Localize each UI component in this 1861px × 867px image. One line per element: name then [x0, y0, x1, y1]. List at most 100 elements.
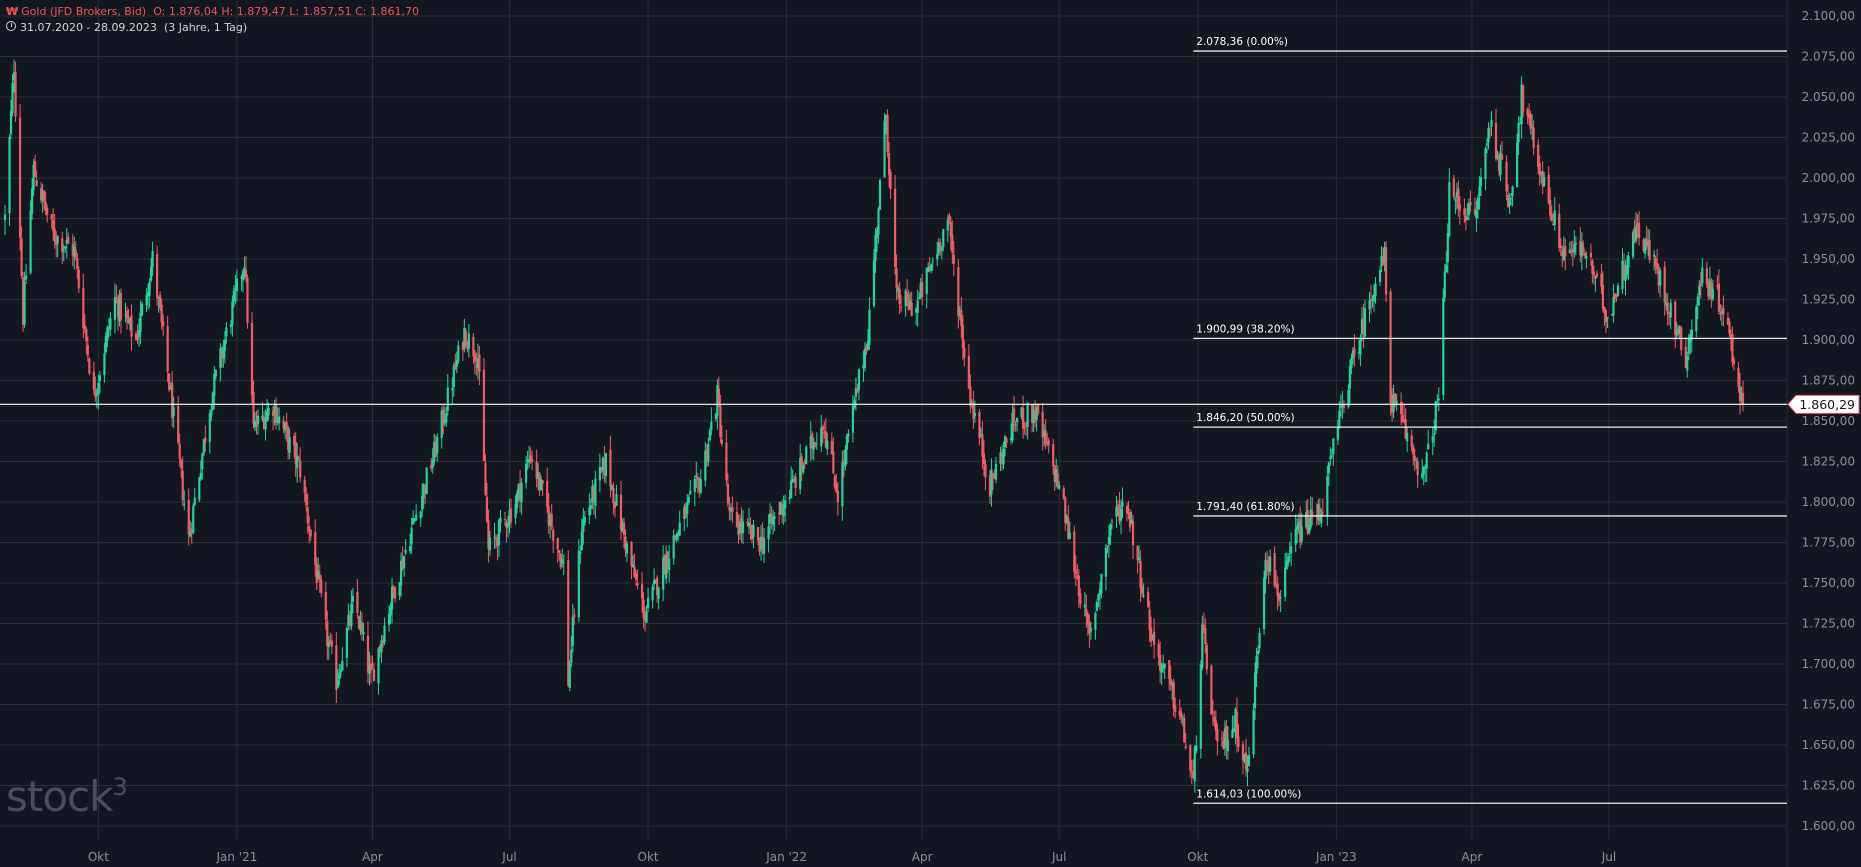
candle: [582, 507, 585, 545]
candle: [1728, 318, 1731, 337]
candle: [752, 519, 755, 549]
candle-body: [1300, 526, 1303, 541]
candle: [425, 466, 428, 495]
candle-body: [622, 522, 626, 535]
y-tick-label: 1.750,00: [1802, 576, 1855, 590]
candle-body: [1707, 283, 1710, 297]
candle-body: [1561, 250, 1564, 257]
candle: [868, 297, 871, 350]
candle-body: [466, 346, 469, 348]
candle: [1332, 438, 1335, 467]
candle-body: [222, 346, 225, 359]
candle: [1330, 448, 1333, 459]
candle: [67, 232, 70, 244]
candle-body: [1275, 583, 1278, 585]
candle: [404, 539, 407, 556]
candle: [1464, 208, 1467, 231]
candle: [360, 612, 364, 641]
candle: [359, 610, 362, 636]
candle-body: [436, 436, 439, 454]
candle: [689, 480, 692, 496]
candle: [1276, 576, 1279, 611]
candle: [1488, 126, 1492, 138]
candle-body: [747, 522, 751, 527]
candle-body: [299, 460, 302, 478]
candle: [278, 407, 281, 431]
candle: [1353, 334, 1356, 367]
candle-body: [97, 382, 100, 396]
candle-body: [1192, 771, 1195, 779]
candle-body: [1020, 407, 1023, 417]
candle: [381, 635, 385, 648]
candle-body: [704, 450, 707, 481]
candle-body: [630, 542, 633, 566]
candle-body: [678, 522, 681, 536]
candle: [594, 470, 597, 519]
candle-body: [505, 522, 508, 529]
candle: [1147, 587, 1150, 609]
candle-body: [455, 359, 458, 368]
candle: [1473, 197, 1477, 217]
candle-body: [1406, 432, 1409, 442]
candle: [34, 154, 37, 178]
candle: [476, 343, 480, 380]
candle: [1189, 744, 1192, 778]
candle: [1479, 168, 1483, 197]
candle-body: [1529, 114, 1532, 129]
candle: [1497, 151, 1501, 177]
candle-body: [1455, 192, 1458, 198]
candle: [378, 644, 382, 658]
candle-body: [1025, 423, 1028, 425]
candle-body: [1717, 283, 1721, 312]
candle: [240, 274, 243, 291]
candle: [1077, 569, 1080, 608]
candle-body: [172, 407, 175, 416]
candle: [1561, 245, 1564, 268]
candle-body: [1625, 265, 1629, 275]
candle-body: [1710, 283, 1713, 300]
candle: [1273, 546, 1276, 588]
candle: [747, 508, 751, 535]
candle: [487, 509, 490, 563]
candle-body: [928, 265, 931, 270]
candle: [1562, 236, 1565, 262]
candle-body: [672, 535, 675, 559]
candle: [71, 234, 74, 267]
candle-body: [1389, 291, 1392, 404]
candle: [1648, 229, 1651, 264]
candle: [320, 575, 323, 598]
candle: [803, 458, 806, 470]
candle-body: [1153, 631, 1156, 645]
candle-body: [883, 120, 886, 178]
candle-body: [609, 449, 612, 487]
candle: [192, 503, 195, 535]
candle-body: [872, 260, 876, 306]
candle-body: [252, 391, 255, 424]
candle: [1341, 391, 1344, 419]
candle: [1550, 205, 1553, 222]
candle-body: [1148, 609, 1151, 631]
candle: [1485, 138, 1489, 154]
candle: [1582, 240, 1585, 256]
candle-body: [494, 539, 498, 541]
candle: [832, 437, 835, 475]
x-tick-label: Jan '23: [1315, 850, 1357, 864]
candle: [219, 343, 222, 382]
candle-body: [634, 573, 638, 580]
candle: [1348, 359, 1352, 404]
candle: [1058, 481, 1061, 490]
candle: [31, 178, 34, 220]
candle: [393, 586, 397, 603]
candle-body: [573, 614, 576, 618]
candle-body: [1705, 268, 1708, 285]
candle-body: [857, 369, 861, 391]
candle-body: [847, 433, 850, 436]
grid: [0, 0, 1787, 840]
candle: [1707, 278, 1710, 301]
candle: [1086, 611, 1089, 636]
y-tick-label: 1.700,00: [1802, 657, 1855, 671]
candle: [1454, 196, 1457, 215]
candle: [1410, 429, 1413, 452]
candle-body: [1528, 112, 1531, 119]
